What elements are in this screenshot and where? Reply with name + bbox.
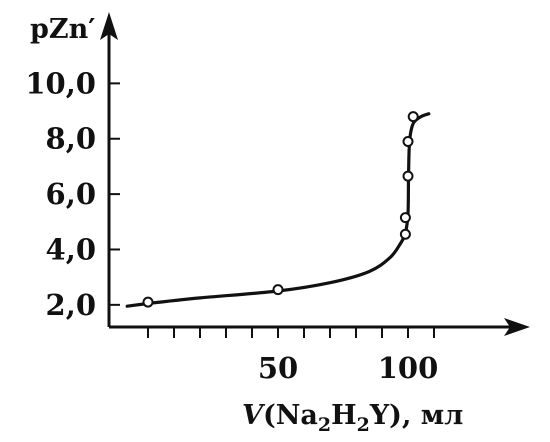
y-tick-label: 10,0 bbox=[25, 66, 96, 100]
x-axis-arrow bbox=[504, 318, 530, 336]
x-axis-title-sub: 2 bbox=[318, 414, 331, 436]
data-point bbox=[142, 296, 154, 308]
point-layer bbox=[142, 111, 419, 308]
data-point bbox=[399, 228, 411, 240]
x-tick-label: 50 bbox=[258, 351, 298, 385]
x-tick-label: 100 bbox=[378, 351, 439, 385]
x-axis-title-var: V bbox=[242, 400, 266, 431]
data-point bbox=[272, 284, 284, 296]
y-tick-label: 2,0 bbox=[46, 288, 96, 322]
data-point bbox=[402, 136, 414, 148]
y-axis-title: pZn′ bbox=[30, 14, 95, 45]
y-ticks: 2,0 4,0 6,0 8,0 10,0 bbox=[25, 66, 120, 322]
x-axis-title-part: H bbox=[331, 400, 357, 431]
titration-curve bbox=[125, 112, 431, 308]
y-tick-label: 6,0 bbox=[46, 177, 96, 211]
y-tick-label: 8,0 bbox=[46, 122, 96, 156]
x-ticks: 50 100 bbox=[147, 327, 439, 385]
data-point bbox=[407, 111, 419, 123]
data-point bbox=[402, 170, 414, 182]
x-axis-title-part: (Na bbox=[263, 400, 318, 431]
y-axis-arrow bbox=[100, 12, 118, 40]
x-axis-title: V(Na2H2Y), мл bbox=[242, 400, 463, 436]
y-tick-label: 4,0 bbox=[46, 232, 96, 266]
curve-layer bbox=[125, 112, 431, 308]
data-point bbox=[399, 212, 411, 224]
x-axis-title-sub: 2 bbox=[357, 414, 370, 436]
x-axis-title-part: Y), мл bbox=[369, 400, 463, 431]
axes bbox=[100, 12, 530, 336]
